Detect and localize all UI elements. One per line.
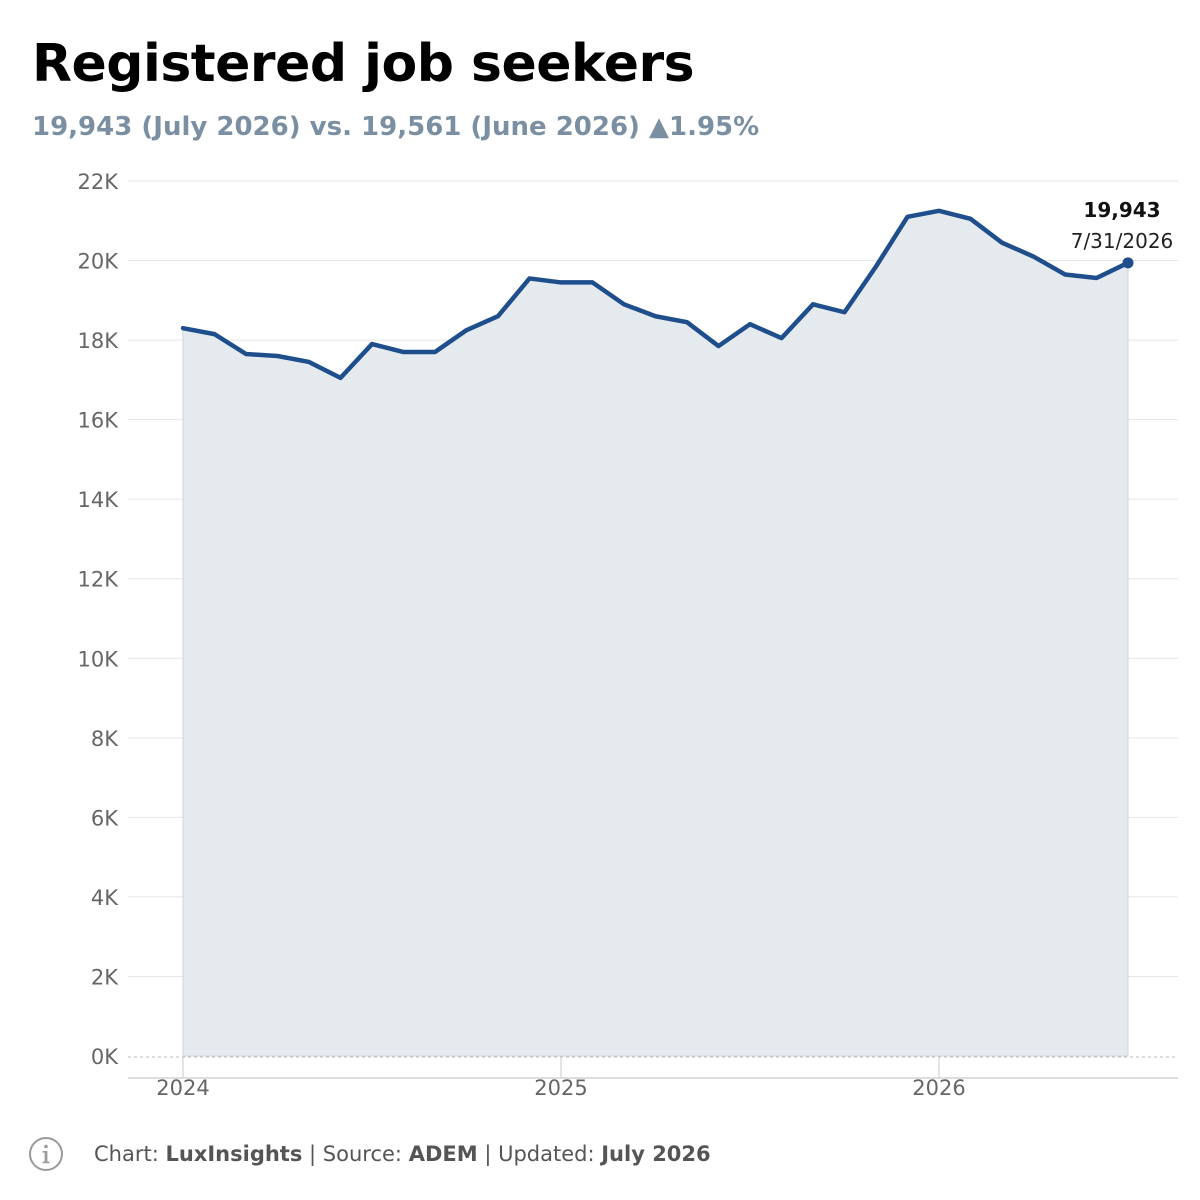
x-tick-label: 2025 — [534, 1076, 587, 1100]
chart-subtitle: 19,943 (July 2026) vs. 19,561 (June 2026… — [32, 114, 759, 140]
subtitle-current: 19,943 (July 2026) — [32, 112, 301, 142]
subtitle-previous: 19,561 (June 2026) — [361, 112, 640, 142]
chart-footer: Chart: LuxInsights | Source: ADEM | Upda… — [28, 1134, 711, 1174]
footer-separator-2: | — [484, 1142, 492, 1166]
end-annotation: 19,943 7/31/2026 — [1071, 198, 1174, 269]
info-icon[interactable] — [28, 1136, 64, 1172]
chart-title: Registered job seekers — [32, 34, 695, 94]
y-axis-labels: 0K 2K 4K 6K 8K 10K 12K 14K 16K 18K 20K 22K — [78, 170, 120, 1069]
footer-chart-value: LuxInsights — [165, 1142, 303, 1166]
annotation-value: 19,943 — [1083, 198, 1160, 222]
y-tick-label: 0K — [91, 1045, 119, 1069]
y-tick-label: 12K — [78, 568, 120, 592]
area-fill — [182, 210, 1129, 1057]
y-tick-label: 18K — [78, 329, 120, 353]
y-tick-label: 14K — [78, 488, 120, 512]
annotation-date: 7/31/2026 — [1071, 229, 1174, 253]
y-tick-label: 10K — [78, 647, 120, 671]
subtitle-vs: vs. — [309, 112, 352, 142]
area-shape — [182, 210, 1129, 1057]
y-tick-label: 6K — [91, 806, 119, 830]
last-point-marker — [1122, 257, 1134, 269]
y-tick-label: 8K — [91, 727, 119, 751]
line-area-chart: 0K 2K 4K 6K 8K 10K 12K 14K 16K 18K 20K 22K 2024 2025… — [78, 170, 1178, 1100]
footer-source-value: ADEM — [408, 1142, 478, 1166]
y-tick-label: 4K — [91, 886, 119, 910]
subtitle-change: ▲1.95% — [649, 112, 760, 142]
footer-updated-value: July 2026 — [601, 1142, 711, 1166]
x-tick-label: 2024 — [156, 1076, 209, 1100]
series-line-path — [180, 208, 1131, 381]
footer-chart-label: Chart: — [94, 1142, 159, 1166]
y-tick-label: 16K — [78, 409, 120, 433]
y-tick-label: 20K — [78, 250, 120, 274]
series-line — [180, 208, 1131, 381]
footer-updated-label: Updated: — [498, 1142, 595, 1166]
x-axis: 2024 2025 2026 — [128, 1056, 1178, 1100]
x-tick-label: 2026 — [912, 1076, 965, 1100]
y-tick-label: 2K — [91, 965, 119, 989]
footer-credits: Chart: LuxInsights | Source: ADEM | Upda… — [94, 1142, 711, 1166]
footer-separator-1: | — [309, 1142, 317, 1166]
y-tick-label: 22K — [78, 170, 120, 194]
footer-source-label: Source: — [322, 1142, 402, 1166]
